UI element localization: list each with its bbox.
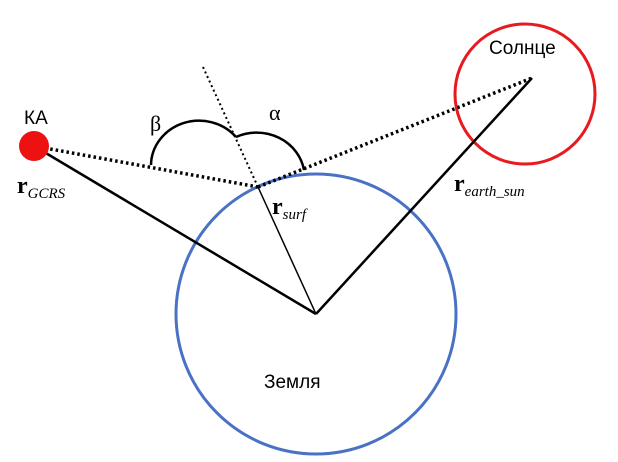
sun-circle bbox=[453, 22, 597, 166]
angle-beta-label: β bbox=[150, 111, 161, 136]
earth-circle bbox=[174, 172, 458, 456]
angle-alpha-label: α bbox=[269, 100, 281, 125]
vector-r-gcrs-line bbox=[33, 144, 317, 316]
dotted-normal-line bbox=[202, 66, 259, 188]
dotted-line-to-sun bbox=[257, 76, 533, 189]
vector-r-earth-sun-label: rearth_sun bbox=[454, 171, 525, 200]
vector-r-surf-label: rsurf bbox=[272, 194, 308, 223]
spacecraft-dot bbox=[19, 131, 49, 161]
spacecraft-label: КА bbox=[24, 108, 48, 129]
vector-r-gcrs-label: rGCRS bbox=[17, 173, 66, 202]
vector-r-surf-line bbox=[257, 186, 317, 315]
vector-r-earth-sun-line bbox=[315, 77, 533, 315]
sun-label: Солнце bbox=[489, 38, 556, 59]
earth-label: Земля bbox=[264, 372, 320, 393]
angle-alpha-arc bbox=[235, 131, 306, 171]
angle-beta-arc bbox=[149, 119, 237, 166]
